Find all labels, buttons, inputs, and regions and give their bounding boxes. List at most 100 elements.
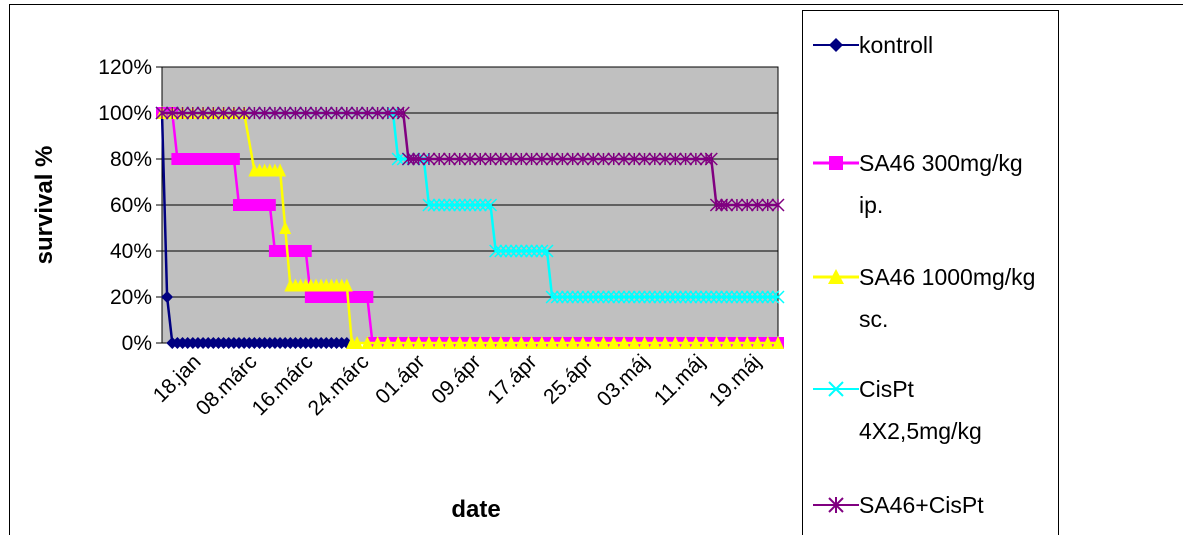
data-point xyxy=(607,152,621,166)
x-tick-label: 03.máj xyxy=(593,350,654,411)
data-point xyxy=(458,198,472,212)
data-point xyxy=(437,198,451,212)
data-point xyxy=(443,336,456,349)
data-point xyxy=(638,290,652,304)
data-point xyxy=(525,336,538,349)
data-point xyxy=(725,290,739,304)
data-point xyxy=(689,290,703,304)
data-point xyxy=(668,152,682,166)
data-point xyxy=(571,290,585,304)
data-point xyxy=(566,336,579,349)
data-point xyxy=(206,106,220,120)
data-point xyxy=(730,290,744,304)
data-point xyxy=(432,198,446,212)
data-point xyxy=(566,152,580,166)
y-tick-label: 60% xyxy=(110,194,152,217)
data-point xyxy=(186,106,200,120)
legend-item-cispt: CisPt 4X2,5mg/kg xyxy=(813,376,1039,452)
legend-label-sa46-cispt: SA46+CisPt xyxy=(859,492,984,518)
legend-label-sa46-300: SA46 300mg/kg ip. xyxy=(859,150,1023,218)
data-point xyxy=(432,152,446,166)
y-axis-ticks: 0% 20% 40% 60% 80% 100% 120% xyxy=(98,56,162,355)
data-point xyxy=(761,290,775,304)
y-tick-label: 80% xyxy=(110,148,152,171)
data-point xyxy=(555,290,569,304)
data-point xyxy=(648,290,662,304)
data-point xyxy=(396,106,410,120)
data-point xyxy=(612,290,626,304)
data-point xyxy=(478,198,492,212)
data-point xyxy=(463,152,477,166)
x-axis-title: date xyxy=(451,496,500,523)
data-point xyxy=(535,244,549,258)
data-point xyxy=(576,290,590,304)
data-point xyxy=(658,290,672,304)
data-point xyxy=(535,152,549,166)
x-axis-ticks: 18.jan08.márc16.márc24.márc01.ápr09.ápr1… xyxy=(149,350,766,420)
data-point xyxy=(648,336,661,349)
legend-label-sa46-1000: SA46 1000mg/kg sc. xyxy=(859,264,1036,332)
data-point xyxy=(689,336,702,349)
data-point xyxy=(699,290,713,304)
data-point xyxy=(709,290,723,304)
data-point xyxy=(299,245,312,257)
data-point xyxy=(659,336,672,349)
data-point xyxy=(699,152,713,166)
data-point xyxy=(453,336,466,349)
data-point xyxy=(319,106,333,120)
data-point xyxy=(494,152,508,166)
data-point xyxy=(591,290,605,304)
data-point xyxy=(422,198,436,212)
data-point xyxy=(771,198,785,212)
data-point xyxy=(653,290,667,304)
data-point xyxy=(632,290,646,304)
data-point xyxy=(740,198,754,212)
data-point xyxy=(546,336,559,349)
data-point xyxy=(330,106,344,120)
data-point xyxy=(453,152,467,166)
data-point xyxy=(509,244,523,258)
data-point xyxy=(658,152,672,166)
data-point xyxy=(741,336,754,349)
data-point xyxy=(730,198,744,212)
data-point xyxy=(474,336,487,349)
data-point xyxy=(715,198,729,212)
data-point xyxy=(155,106,169,120)
legend: kontroll SA46 300mg/kg ip. SA46 1000mg/k… xyxy=(802,10,1059,535)
data-point xyxy=(274,163,287,177)
data-point xyxy=(468,198,482,212)
x-tick-label: 08.márc xyxy=(192,350,262,420)
x-tick-label: 01.ápr xyxy=(371,350,429,408)
data-point xyxy=(484,152,498,166)
data-point xyxy=(525,152,539,166)
legend-swatch-sa46-300 xyxy=(813,156,859,170)
legend-label-kontroll: kontroll xyxy=(859,32,934,58)
data-point xyxy=(422,152,436,166)
legend-swatch-kontroll xyxy=(813,38,859,52)
data-point xyxy=(530,244,544,258)
data-point xyxy=(550,290,564,304)
data-point xyxy=(679,152,693,166)
data-point xyxy=(581,290,595,304)
data-point xyxy=(720,290,734,304)
data-point xyxy=(247,106,261,120)
legend-swatch-cispt xyxy=(813,381,859,397)
data-point xyxy=(391,106,405,120)
data-point xyxy=(427,198,441,212)
data-point xyxy=(279,221,292,234)
data-point xyxy=(540,244,554,258)
data-point xyxy=(715,290,729,304)
data-point xyxy=(545,152,559,166)
data-point xyxy=(489,244,503,258)
data-point xyxy=(756,290,770,304)
data-point xyxy=(751,336,764,349)
legend-item-sa46-cispt: SA46+CisPt xyxy=(813,492,1039,526)
data-point xyxy=(505,336,518,349)
data-point xyxy=(535,336,548,349)
legend-item-sa46-300: SA46 300mg/kg ip. xyxy=(813,150,1039,226)
data-point xyxy=(566,290,580,304)
data-point xyxy=(442,198,456,212)
legend-label-cispt: CisPt 4X2,5mg/kg xyxy=(859,376,982,444)
data-point xyxy=(442,152,456,166)
data-point xyxy=(504,244,518,258)
